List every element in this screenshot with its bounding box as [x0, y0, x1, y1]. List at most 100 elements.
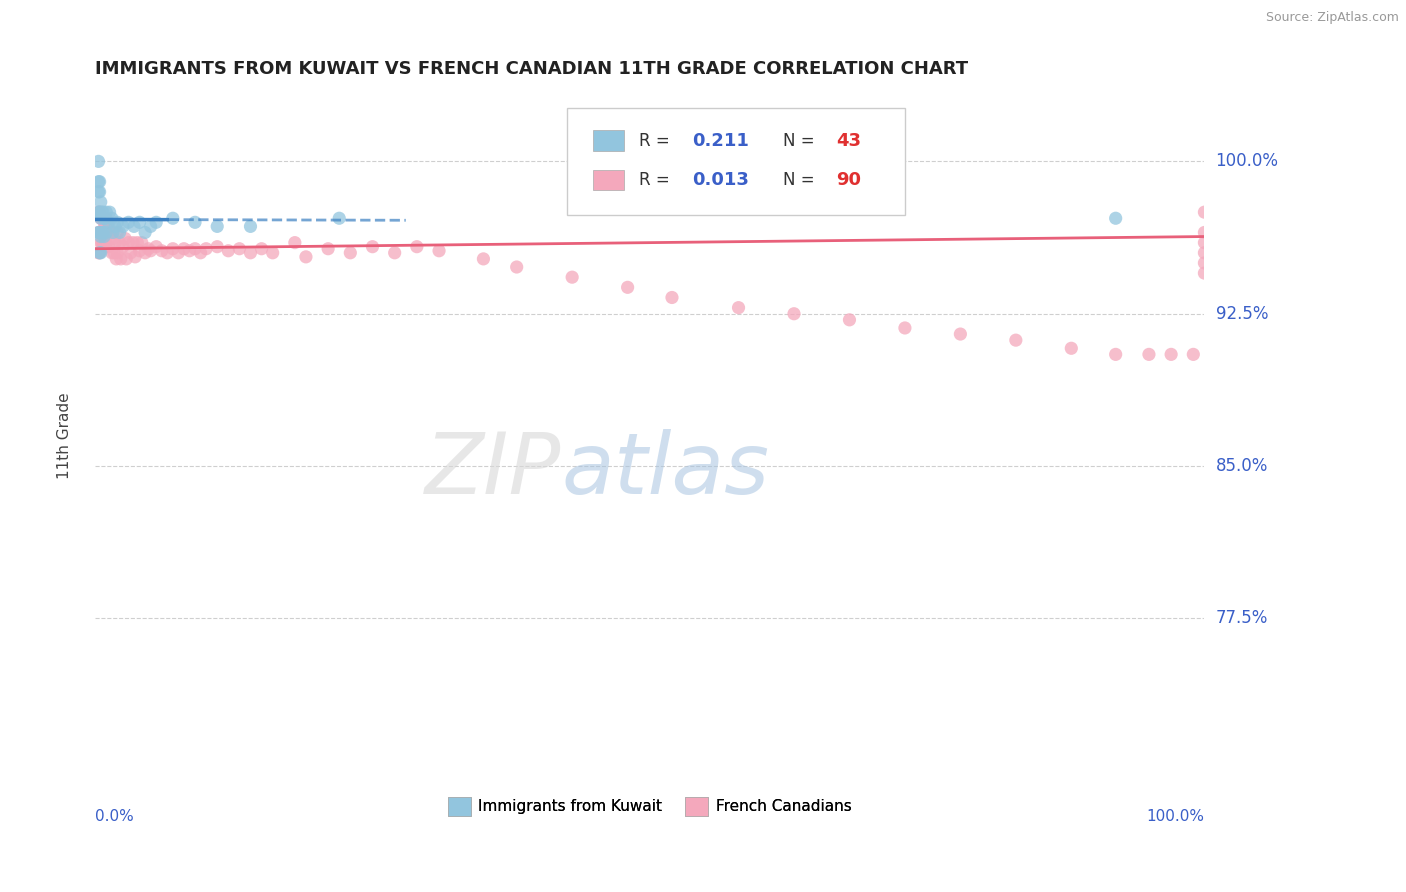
- Point: [104, 219, 127, 234]
- Point: [167, 245, 190, 260]
- Point: [250, 242, 273, 256]
- Text: 11th Grade: 11th Grade: [56, 392, 72, 479]
- Text: IMMIGRANTS FROM KUWAIT VS FRENCH CANADIAN 11TH GRADE CORRELATION CHART: IMMIGRANTS FROM KUWAIT VS FRENCH CANADIA…: [96, 60, 969, 78]
- Point: [328, 211, 350, 226]
- Point: [838, 313, 860, 327]
- Text: 0.211: 0.211: [692, 132, 749, 150]
- Point: [101, 211, 124, 226]
- Point: [89, 226, 111, 240]
- Point: [103, 245, 125, 260]
- Point: [114, 231, 136, 245]
- Point: [108, 226, 131, 240]
- Point: [1105, 347, 1128, 361]
- Point: [173, 242, 195, 256]
- Text: 43: 43: [837, 132, 860, 150]
- Point: [96, 211, 118, 226]
- Point: [205, 219, 228, 234]
- Point: [131, 235, 153, 250]
- Point: [894, 321, 917, 335]
- Text: N =: N =: [783, 171, 820, 189]
- Point: [87, 226, 110, 240]
- Point: [94, 219, 117, 234]
- Point: [105, 245, 128, 260]
- Point: [101, 245, 124, 260]
- Point: [339, 245, 361, 260]
- Point: [96, 205, 118, 219]
- Text: 90: 90: [837, 171, 860, 189]
- Point: [949, 327, 972, 342]
- Point: [87, 226, 110, 240]
- Point: [1194, 256, 1216, 270]
- Point: [616, 280, 638, 294]
- Point: [138, 242, 160, 256]
- Point: [90, 211, 112, 226]
- Point: [1160, 347, 1182, 361]
- Point: [134, 245, 156, 260]
- Point: [1194, 235, 1216, 250]
- Point: [91, 226, 114, 240]
- Point: [90, 194, 112, 209]
- Point: [111, 240, 134, 254]
- Point: [89, 245, 111, 260]
- Point: [117, 235, 139, 250]
- Point: [1182, 347, 1205, 361]
- Point: [98, 205, 121, 219]
- Point: [145, 240, 167, 254]
- Point: [97, 215, 120, 229]
- Point: [1005, 333, 1028, 347]
- Point: [228, 242, 250, 256]
- Point: [93, 235, 115, 250]
- Point: [120, 245, 142, 260]
- Text: 0.0%: 0.0%: [96, 809, 134, 823]
- Point: [427, 244, 450, 258]
- Text: Source: ZipAtlas.com: Source: ZipAtlas.com: [1265, 11, 1399, 24]
- Text: 92.5%: 92.5%: [1216, 305, 1268, 323]
- Point: [727, 301, 749, 315]
- Text: 100.0%: 100.0%: [1216, 153, 1278, 170]
- Point: [97, 219, 120, 234]
- Text: 0.013: 0.013: [692, 171, 749, 189]
- Point: [128, 244, 150, 258]
- Point: [105, 215, 128, 229]
- Point: [90, 205, 112, 219]
- Point: [94, 240, 117, 254]
- Point: [1194, 205, 1216, 219]
- Text: R =: R =: [638, 171, 675, 189]
- Point: [90, 226, 112, 240]
- Point: [91, 235, 114, 250]
- Point: [89, 205, 111, 219]
- Point: [97, 240, 120, 254]
- Text: N =: N =: [783, 132, 820, 150]
- Point: [101, 226, 124, 240]
- Point: [105, 252, 128, 266]
- Point: [115, 252, 138, 266]
- Text: R =: R =: [638, 132, 675, 150]
- Point: [1194, 245, 1216, 260]
- Text: ZIP: ZIP: [425, 429, 561, 512]
- FancyBboxPatch shape: [567, 108, 905, 215]
- Point: [87, 154, 110, 169]
- Point: [1194, 226, 1216, 240]
- Point: [122, 219, 145, 234]
- Point: [90, 211, 112, 226]
- Point: [239, 219, 262, 234]
- Point: [783, 307, 806, 321]
- Point: [104, 235, 127, 250]
- Point: [90, 235, 112, 250]
- Text: atlas: atlas: [561, 429, 769, 512]
- Point: [110, 252, 132, 266]
- Point: [184, 242, 207, 256]
- Point: [1137, 347, 1160, 361]
- Point: [262, 245, 284, 260]
- Point: [124, 250, 146, 264]
- Point: [89, 245, 111, 260]
- Point: [145, 215, 167, 229]
- Text: 77.5%: 77.5%: [1216, 609, 1268, 627]
- Point: [661, 291, 683, 305]
- Point: [87, 205, 110, 219]
- Point: [93, 215, 115, 229]
- Point: [93, 229, 115, 244]
- Point: [90, 229, 112, 244]
- Point: [139, 219, 162, 234]
- Point: [405, 240, 427, 254]
